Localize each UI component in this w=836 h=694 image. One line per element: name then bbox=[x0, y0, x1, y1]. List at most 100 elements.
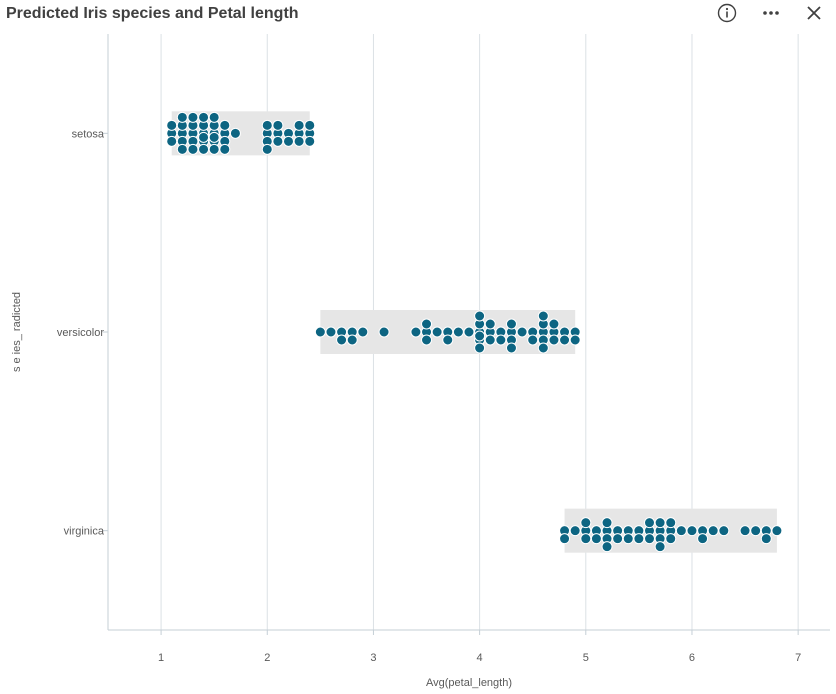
data-point bbox=[283, 135, 294, 147]
data-point bbox=[198, 111, 210, 123]
x-tick-label: 6 bbox=[689, 652, 695, 664]
info-button[interactable] bbox=[713, 0, 741, 26]
data-point bbox=[357, 326, 369, 338]
data-point bbox=[314, 326, 326, 338]
data-point bbox=[208, 131, 220, 143]
data-point bbox=[166, 135, 178, 147]
data-point bbox=[612, 533, 624, 545]
data-point bbox=[548, 318, 560, 330]
data-point bbox=[675, 525, 687, 537]
x-tick-label: 1 bbox=[158, 652, 164, 664]
x-tick-label: 4 bbox=[477, 652, 483, 664]
y-tick-label: versicolor bbox=[57, 327, 104, 339]
data-point bbox=[590, 533, 602, 545]
y-tick-label: setosa bbox=[72, 128, 105, 140]
data-point bbox=[410, 326, 422, 338]
data-point bbox=[697, 533, 709, 545]
data-point bbox=[559, 334, 571, 346]
data-point bbox=[293, 119, 305, 131]
data-point bbox=[474, 330, 486, 342]
data-point bbox=[272, 135, 284, 147]
data-point bbox=[537, 310, 549, 322]
data-point bbox=[750, 525, 762, 537]
x-tick-label: 5 bbox=[583, 652, 589, 664]
data-point bbox=[229, 127, 241, 139]
chart-title: Predicted Iris species and Petal length bbox=[6, 5, 299, 22]
data-point bbox=[166, 119, 178, 131]
info-icon bbox=[717, 3, 737, 23]
close-button[interactable] bbox=[800, 0, 828, 26]
data-point bbox=[474, 342, 486, 354]
data-point bbox=[219, 119, 231, 131]
data-point bbox=[431, 326, 443, 338]
data-point bbox=[548, 334, 560, 346]
data-point bbox=[198, 131, 210, 143]
data-point bbox=[665, 533, 677, 545]
data-point bbox=[293, 135, 305, 147]
data-point bbox=[176, 143, 188, 155]
axis-labels: 1 2 3 4 5 6 7 setosa versicolor virginica bbox=[57, 128, 801, 664]
y-axis-title: s e ies_ radicted bbox=[11, 292, 23, 372]
data-point bbox=[495, 334, 507, 346]
data-point bbox=[452, 326, 464, 338]
data-point bbox=[644, 517, 655, 529]
data-point bbox=[198, 143, 210, 155]
data-point bbox=[622, 533, 634, 545]
data-point bbox=[261, 143, 273, 155]
data-point bbox=[421, 318, 433, 330]
data-point bbox=[187, 111, 199, 123]
x-tick-label: 2 bbox=[264, 652, 270, 664]
data-point bbox=[484, 318, 496, 330]
data-point bbox=[346, 334, 358, 346]
data-point bbox=[569, 525, 581, 537]
data-point bbox=[580, 533, 592, 545]
data-point bbox=[527, 334, 539, 346]
close-icon bbox=[807, 6, 821, 20]
data-point bbox=[516, 326, 528, 338]
y-tick-label: virginica bbox=[64, 526, 105, 538]
data-point bbox=[654, 541, 666, 553]
more-options-button[interactable] bbox=[757, 0, 785, 26]
data-point bbox=[325, 326, 337, 338]
data-point bbox=[219, 143, 231, 155]
data-point bbox=[505, 342, 517, 354]
data-points bbox=[166, 111, 783, 553]
data-point bbox=[505, 318, 517, 330]
data-point bbox=[261, 119, 273, 131]
data-point bbox=[336, 334, 348, 346]
data-point bbox=[442, 334, 454, 346]
x-tick-label: 3 bbox=[370, 652, 376, 664]
data-point bbox=[580, 517, 592, 529]
data-point bbox=[654, 517, 666, 529]
data-point bbox=[208, 143, 220, 155]
x-tick-label: 7 bbox=[795, 652, 801, 664]
data-point bbox=[474, 310, 486, 322]
data-point bbox=[601, 517, 613, 529]
data-point bbox=[569, 334, 581, 346]
data-point bbox=[187, 143, 199, 155]
data-point bbox=[665, 517, 677, 529]
data-point bbox=[176, 111, 188, 123]
data-point bbox=[304, 119, 316, 131]
data-point bbox=[304, 135, 316, 147]
more-icon bbox=[763, 11, 779, 15]
x-axis-title: Avg(petal_length) bbox=[426, 677, 512, 689]
data-point bbox=[463, 326, 475, 338]
data-point bbox=[272, 119, 284, 131]
axes bbox=[107, 34, 830, 631]
data-point bbox=[771, 525, 783, 537]
data-point bbox=[559, 533, 571, 545]
data-point bbox=[537, 342, 549, 354]
data-point bbox=[378, 326, 390, 338]
data-point bbox=[421, 334, 433, 346]
data-point bbox=[707, 525, 719, 537]
data-point bbox=[484, 334, 496, 346]
data-point bbox=[633, 533, 645, 545]
data-point bbox=[644, 533, 655, 545]
data-point bbox=[208, 111, 220, 123]
chart-header: Predicted Iris species and Petal length bbox=[0, 0, 836, 30]
data-point bbox=[739, 525, 751, 537]
data-point bbox=[686, 525, 698, 537]
data-point bbox=[760, 533, 772, 545]
